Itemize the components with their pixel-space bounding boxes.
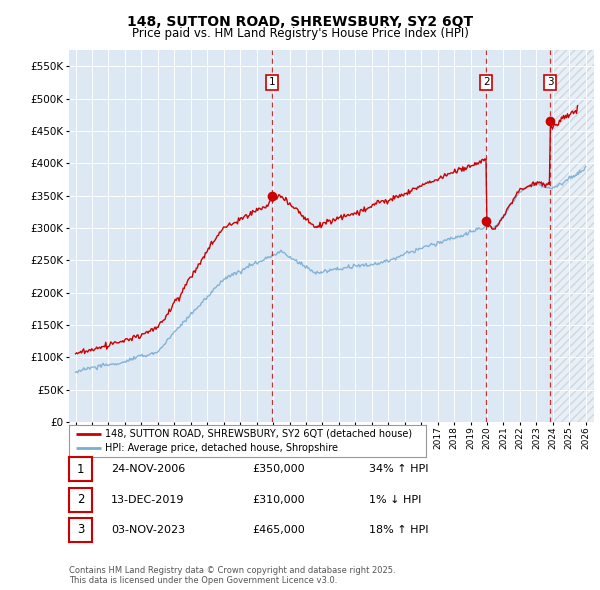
Text: £350,000: £350,000: [252, 464, 305, 474]
Text: 2: 2: [77, 493, 84, 506]
Text: £465,000: £465,000: [252, 525, 305, 535]
Text: 1: 1: [77, 463, 84, 476]
Text: 34% ↑ HPI: 34% ↑ HPI: [369, 464, 428, 474]
Text: £310,000: £310,000: [252, 495, 305, 504]
Text: 3: 3: [77, 523, 84, 536]
Text: 3: 3: [547, 77, 554, 87]
Text: 2: 2: [483, 77, 490, 87]
Text: 1% ↓ HPI: 1% ↓ HPI: [369, 495, 421, 504]
Text: 148, SUTTON ROAD, SHREWSBURY, SY2 6QT (detached house): 148, SUTTON ROAD, SHREWSBURY, SY2 6QT (d…: [104, 428, 412, 438]
Text: 148, SUTTON ROAD, SHREWSBURY, SY2 6QT: 148, SUTTON ROAD, SHREWSBURY, SY2 6QT: [127, 15, 473, 29]
Text: 24-NOV-2006: 24-NOV-2006: [111, 464, 185, 474]
Text: Price paid vs. HM Land Registry's House Price Index (HPI): Price paid vs. HM Land Registry's House …: [131, 27, 469, 40]
Text: 13-DEC-2019: 13-DEC-2019: [111, 495, 185, 504]
Bar: [553, 50, 600, 422]
Text: 18% ↑ HPI: 18% ↑ HPI: [369, 525, 428, 535]
Text: Contains HM Land Registry data © Crown copyright and database right 2025.
This d: Contains HM Land Registry data © Crown c…: [69, 566, 395, 585]
Text: HPI: Average price, detached house, Shropshire: HPI: Average price, detached house, Shro…: [104, 444, 338, 454]
Text: 03-NOV-2023: 03-NOV-2023: [111, 525, 185, 535]
Bar: [553, 50, 600, 422]
Text: 1: 1: [268, 77, 275, 87]
